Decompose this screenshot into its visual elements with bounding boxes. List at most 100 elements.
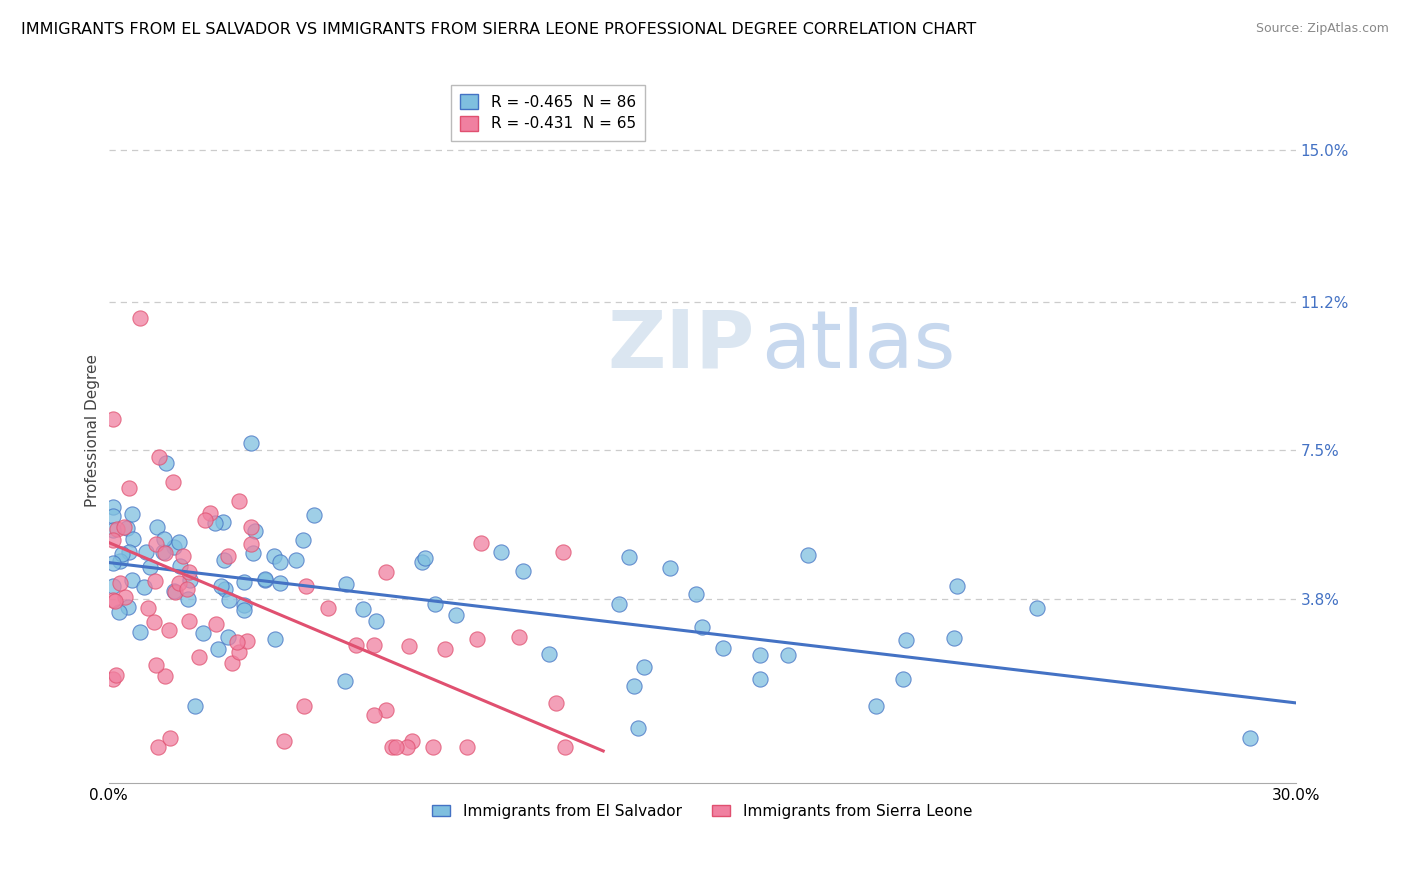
Point bbox=[117, 600, 139, 615]
Point bbox=[228, 493, 250, 508]
Point bbox=[619, 550, 641, 565]
Point bbox=[942, 631, 965, 645]
Point bbox=[105, 522, 128, 536]
Point bbox=[413, 551, 436, 566]
Point bbox=[411, 555, 433, 569]
Text: Source: ZipAtlas.com: Source: ZipAtlas.com bbox=[1256, 22, 1389, 36]
Point bbox=[172, 549, 194, 564]
Point bbox=[658, 561, 681, 575]
Point bbox=[385, 739, 408, 754]
Point bbox=[778, 648, 800, 662]
Point bbox=[101, 533, 124, 547]
Point bbox=[512, 564, 534, 578]
Point bbox=[176, 582, 198, 596]
Point bbox=[110, 553, 132, 567]
Point bbox=[167, 575, 190, 590]
Point bbox=[398, 639, 420, 653]
Point bbox=[188, 650, 211, 665]
Point bbox=[896, 632, 918, 647]
Point bbox=[633, 660, 655, 674]
Point bbox=[304, 508, 326, 522]
Point bbox=[146, 739, 169, 754]
Point bbox=[232, 602, 254, 616]
Point bbox=[142, 615, 165, 630]
Point bbox=[363, 639, 385, 653]
Point bbox=[200, 506, 222, 520]
Point bbox=[508, 630, 530, 644]
Point bbox=[1025, 601, 1047, 615]
Point bbox=[254, 574, 277, 588]
Point bbox=[218, 593, 240, 607]
Point bbox=[194, 513, 217, 527]
Point bbox=[226, 635, 249, 649]
Point bbox=[162, 475, 184, 489]
Point bbox=[217, 549, 239, 564]
Point bbox=[138, 601, 160, 615]
Point bbox=[422, 739, 444, 754]
Point bbox=[444, 607, 467, 622]
Point bbox=[118, 545, 141, 559]
Point bbox=[177, 592, 200, 607]
Point bbox=[101, 523, 124, 537]
Point bbox=[121, 508, 143, 522]
Point bbox=[242, 546, 264, 560]
Point bbox=[797, 548, 820, 562]
Point bbox=[163, 583, 186, 598]
Point bbox=[118, 481, 141, 495]
Point bbox=[108, 576, 131, 591]
Point bbox=[352, 602, 374, 616]
Point bbox=[364, 614, 387, 628]
Point bbox=[111, 547, 134, 561]
Point bbox=[335, 577, 357, 591]
Point bbox=[685, 587, 707, 601]
Point bbox=[138, 559, 160, 574]
Point bbox=[891, 672, 914, 686]
Point bbox=[101, 508, 124, 523]
Point bbox=[748, 672, 770, 686]
Point bbox=[179, 573, 201, 587]
Point bbox=[551, 545, 574, 559]
Point bbox=[169, 559, 191, 574]
Point bbox=[221, 657, 243, 671]
Point bbox=[128, 625, 150, 640]
Point bbox=[103, 556, 125, 570]
Point bbox=[263, 632, 285, 646]
Point bbox=[434, 641, 457, 656]
Point bbox=[103, 578, 125, 592]
Point bbox=[104, 668, 127, 682]
Point bbox=[148, 450, 170, 464]
Point bbox=[132, 580, 155, 594]
Point bbox=[243, 524, 266, 539]
Point bbox=[344, 638, 367, 652]
Y-axis label: Professional Degree: Professional Degree bbox=[86, 354, 100, 507]
Point bbox=[335, 673, 357, 688]
Point bbox=[273, 734, 295, 748]
Point bbox=[1239, 731, 1261, 746]
Point bbox=[153, 669, 176, 683]
Point bbox=[690, 620, 713, 634]
Point bbox=[167, 534, 190, 549]
Point bbox=[114, 590, 136, 604]
Point bbox=[232, 598, 254, 612]
Point bbox=[425, 597, 447, 611]
Point bbox=[554, 739, 576, 754]
Point bbox=[159, 731, 181, 746]
Point bbox=[470, 536, 492, 550]
Point bbox=[240, 520, 263, 534]
Point bbox=[101, 672, 124, 686]
Point bbox=[239, 537, 262, 551]
Point bbox=[204, 516, 226, 531]
Point bbox=[153, 532, 176, 546]
Point bbox=[153, 546, 176, 560]
Point bbox=[157, 624, 180, 638]
Point bbox=[214, 582, 236, 597]
Point bbox=[179, 565, 201, 579]
Point bbox=[491, 545, 513, 559]
Point bbox=[101, 593, 124, 607]
Point bbox=[152, 545, 174, 559]
Point bbox=[101, 412, 124, 426]
Point bbox=[207, 642, 229, 657]
Point bbox=[749, 648, 772, 663]
Point bbox=[205, 617, 228, 632]
Point bbox=[291, 533, 314, 547]
